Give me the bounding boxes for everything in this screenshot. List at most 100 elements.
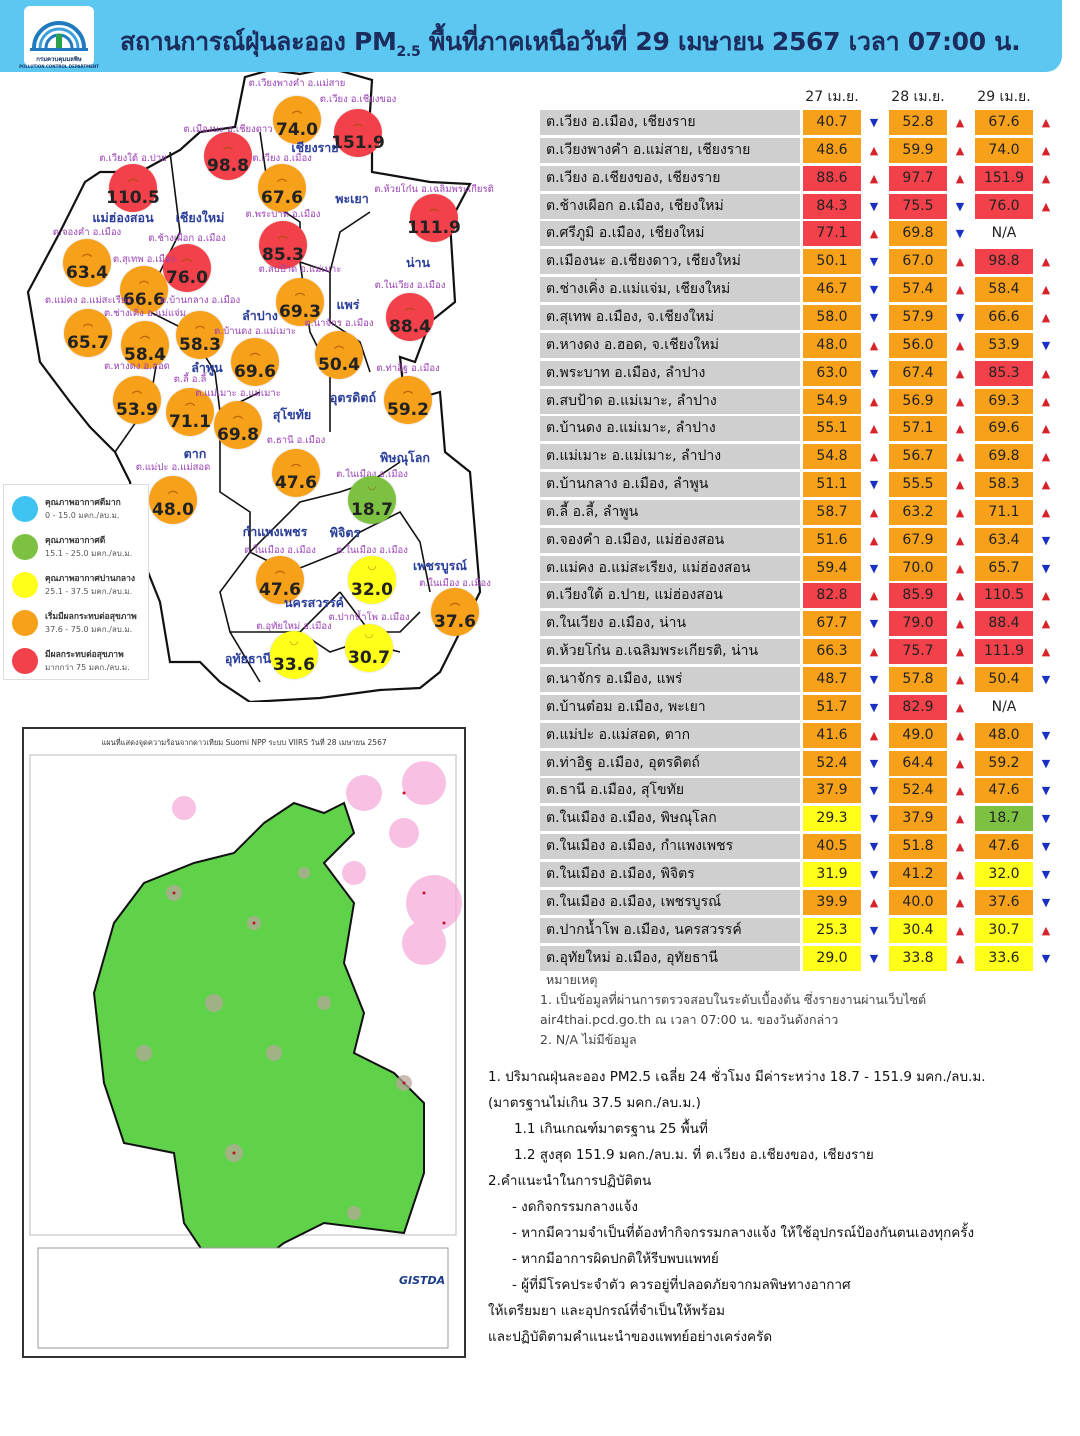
smile-face-icon: ◡ bbox=[365, 629, 373, 640]
trend-down-icon: ▼ bbox=[1041, 533, 1051, 547]
header-banner: กรมควบคุมมลพิษ POLLUTION CONTROL DEPARTME… bbox=[0, 0, 1062, 72]
station-name: ต.บ้านต๋อม อ.เมือง, พะเยา bbox=[540, 694, 800, 720]
date-header: 29 เม.ย. bbox=[977, 89, 1031, 105]
advice-footer: และปฏิบัติตามคำแนะนำของแพทย์อย่างเคร่งคร… bbox=[488, 1329, 773, 1345]
trend-up-icon: ▲ bbox=[955, 673, 965, 686]
province-label: เชียงราย bbox=[291, 140, 339, 155]
station-label: ต.หางดง อ.ฮอด bbox=[104, 361, 170, 372]
station-marker: ︵ 69.3 bbox=[276, 278, 324, 326]
trend-down-icon: ▼ bbox=[869, 951, 879, 965]
pm25-value: 69.8 bbox=[889, 221, 947, 247]
station-marker: ◡ 18.7 bbox=[348, 476, 396, 524]
trend-up-icon: ▲ bbox=[1041, 143, 1051, 157]
trend-up-icon: ▲ bbox=[1041, 199, 1051, 213]
pm25-value: 49.0 bbox=[889, 722, 947, 748]
trend-down-icon: ▼ bbox=[869, 867, 879, 881]
station-label: ต.ในเวียง อ.เมือง bbox=[374, 280, 446, 291]
summary-max: 1.2 สูงสุด 151.9 มคก./ลบ.ม. ที่ ต.เวียง … bbox=[514, 1147, 874, 1163]
trend-down-icon: ▼ bbox=[869, 923, 879, 937]
trend-down-icon: ▼ bbox=[1041, 338, 1051, 352]
province-label: อุทัยธานี bbox=[224, 651, 272, 666]
station-label: ต.แม่เมาะ อ.แม่เมาะ bbox=[195, 388, 281, 399]
station-value: 76.0 bbox=[166, 268, 208, 288]
station-value: 63.4 bbox=[66, 263, 108, 283]
trend-down-icon: ▼ bbox=[869, 478, 879, 492]
pm25-value: 79.0 bbox=[889, 611, 947, 637]
pm25-value: 58.7 bbox=[803, 499, 861, 525]
pm25-value: 69.8 bbox=[975, 444, 1033, 470]
province-label: กำแพงเพชร bbox=[242, 524, 308, 539]
pm25-value: 48.6 bbox=[803, 137, 861, 163]
station-name: ต.ในเมือง อ.เมือง, เพชรบูรณ์ bbox=[540, 889, 800, 915]
station-value: 58.3 bbox=[179, 335, 221, 355]
station-marker: ︵ 53.9 bbox=[113, 376, 161, 424]
legend-text: คุณภาพอากาศปานกลาง 25.1 - 37.5 มคก./ลบ.ม. bbox=[45, 571, 135, 598]
station-value: 65.7 bbox=[67, 333, 109, 353]
note-1-cont: air4thai.pcd.go.th ณ เวลา 07:00 น. ของวั… bbox=[540, 1012, 839, 1027]
summary-exceed-count: 1.1 เกินเกณฑ์มาตรฐาน 25 พื้นที่ bbox=[514, 1121, 708, 1137]
sad-face-icon: ︵ bbox=[334, 340, 344, 351]
summary: 1. ปริมาณฝุ่นละออง PM2.5 เฉลี่ย 24 ชั่วโ… bbox=[488, 1064, 986, 1350]
hotspot-satellite-map: แผนที่แสดงจุดความร้อนจากดาวเทียม Suomi N… bbox=[22, 727, 466, 1358]
province-label: น่าน bbox=[405, 255, 431, 270]
pm25-value: 40.7 bbox=[803, 110, 861, 135]
pm25-value: 37.6 bbox=[975, 889, 1033, 915]
trend-up-icon: ▲ bbox=[955, 143, 965, 157]
station-label: ต.ห้วยโก๋น อ.เฉลิมพระเกียรติ bbox=[374, 184, 494, 195]
legend-swatch bbox=[12, 609, 38, 636]
pm25-value: 52.8 bbox=[889, 110, 947, 135]
province-label: เชียงใหม่ bbox=[175, 210, 225, 225]
pm25-value: 75.7 bbox=[889, 639, 947, 665]
satellite-map-title: แผนที่แสดงจุดความร้อนจากดาวเทียม Suomi N… bbox=[101, 738, 387, 747]
pm25-value: 37.9 bbox=[889, 806, 947, 832]
pm25-value: 71.1 bbox=[975, 499, 1033, 525]
province-label: อุตรดิตถ์ bbox=[329, 390, 377, 405]
legend-title: คุณภาพอากาศปานกลาง bbox=[45, 574, 136, 584]
pm25-value: 88.4 bbox=[975, 611, 1033, 637]
smile-face-icon: ◡ bbox=[368, 481, 376, 492]
trend-up-icon: ▲ bbox=[869, 728, 879, 742]
station-marker: ︵ 98.8 bbox=[204, 132, 252, 180]
date-header: 27 เม.ย. bbox=[805, 89, 859, 105]
legend-item: คุณภาพอากาศดี 15.1 - 25.0 มคก./ลบ.ม. bbox=[12, 533, 132, 560]
province-label: นครสวรรค์ bbox=[283, 595, 345, 610]
trend-up-icon: ▲ bbox=[1041, 589, 1051, 603]
station-value: 67.6 bbox=[261, 188, 303, 208]
station-name: ต.บ้านดง อ.แม่เมาะ, ลำปาง bbox=[540, 416, 800, 442]
notes: หมายเหตุ 1. เป็นข้อมูลที่ผ่านการตรวจสอบใ… bbox=[540, 970, 926, 1050]
sad-face-icon: ︵ bbox=[291, 458, 301, 469]
station-marker: ︵ 74.0 bbox=[273, 96, 321, 144]
station-label: ต.บ้านดง อ.แม่เมาะ bbox=[214, 326, 296, 337]
station-name: ต.ในเวียง อ.เมือง, น่าน bbox=[540, 611, 800, 637]
pm25-value: 67.7 bbox=[803, 611, 861, 637]
trend-up-icon: ▲ bbox=[869, 645, 879, 659]
station-marker: ◡ 32.0 bbox=[348, 556, 396, 604]
station-name: ต.เวียงใต้ อ.ปาย, แม่ฮ่องสอน bbox=[540, 583, 800, 609]
pm25-value: 63.0 bbox=[803, 360, 861, 386]
station-value: 88.4 bbox=[389, 317, 431, 337]
pm25-value: 39.9 bbox=[803, 889, 861, 915]
province-label: ตาก bbox=[183, 446, 207, 461]
trend-up-icon: ▲ bbox=[955, 840, 965, 854]
station-name: ต.ในเมือง อ.เมือง, พิจิตร bbox=[540, 861, 800, 887]
pm25-value: 84.3 bbox=[803, 193, 861, 219]
pm25-value: 47.6 bbox=[975, 778, 1033, 804]
station-label: ต.เวียงพางคำ อ.แม่สาย bbox=[248, 78, 346, 89]
trend-down-icon: ▼ bbox=[1041, 895, 1051, 909]
province-label: ลำปาง bbox=[242, 308, 278, 323]
trend-up-icon: ▲ bbox=[955, 116, 965, 129]
legend-range: มากกว่า 75 มคก./ลบ.ม. bbox=[45, 663, 130, 672]
station-value: 71.1 bbox=[169, 412, 211, 432]
trend-up-icon: ▲ bbox=[1041, 171, 1051, 185]
station-name: ต.หางดง อ.ฮอด, จ.เชียงใหม่ bbox=[540, 332, 800, 358]
pm25-value: 58.3 bbox=[975, 472, 1033, 498]
pm25-value: 97.7 bbox=[889, 165, 947, 191]
station-marker: ︵ 67.6 bbox=[258, 164, 306, 212]
legend-swatch bbox=[12, 495, 38, 522]
pm25-value: 77.1 bbox=[803, 221, 861, 247]
trend-down-icon: ▼ bbox=[869, 199, 879, 213]
station-label: ต.ช่างเคิ่ง อ.แม่แจ่ม bbox=[104, 308, 186, 319]
station-name: ต.ในเมือง อ.เมือง, พิษณุโลก bbox=[540, 806, 800, 832]
pm25-value: N/A bbox=[991, 698, 1017, 715]
station-marker: ︵ 111.9 bbox=[407, 194, 461, 242]
